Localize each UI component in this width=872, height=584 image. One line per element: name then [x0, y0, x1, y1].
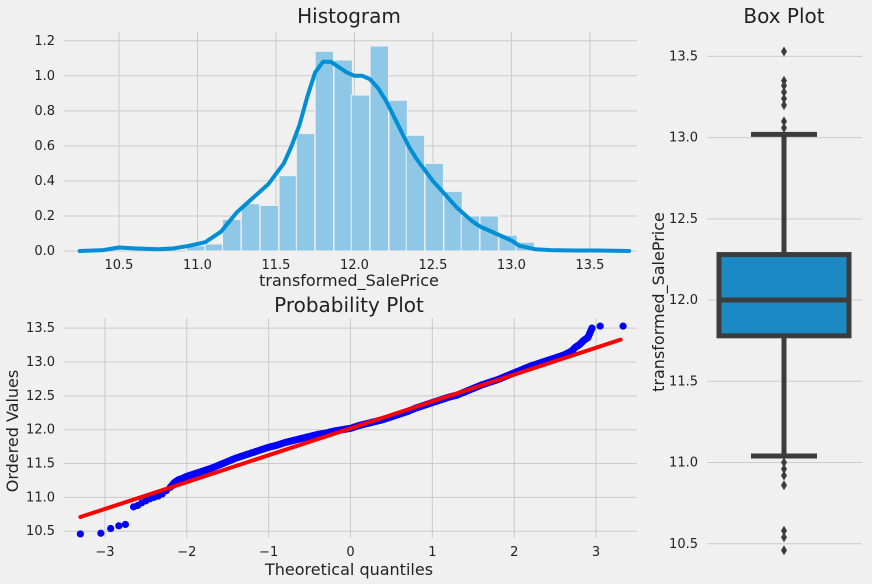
boxplot-ytick-label: 11.0	[669, 456, 698, 471]
histogram-bar	[369, 45, 389, 252]
histogram-bar	[405, 134, 426, 252]
probability-plot-point	[619, 322, 627, 330]
histogram-kde-line	[77, 59, 632, 253]
histogram-xtick-label: 13.5	[575, 258, 604, 273]
boxplot-ytick-label: 13.5	[669, 49, 698, 64]
probability-plot-ytick-label: 10.5	[26, 524, 55, 539]
histogram-xtick-label: 10.5	[104, 258, 133, 273]
histogram-axes: Histogram transformed_SalePrice 10.5 11.0…	[34, 4, 637, 291]
boxplot-axes: Box Plot transformed_SalePrice 10.5 11.0 1…	[649, 4, 862, 556]
probability-plot-ytick-label: 12.5	[26, 389, 55, 404]
probability-plot-xlabel: Theoretical quantiles	[264, 560, 433, 579]
boxplot-ytick-label: 10.5	[669, 537, 698, 552]
boxplot-outlier	[781, 532, 787, 543]
boxplot-outlier	[781, 470, 787, 481]
boxplot-ytick-label: 11.5	[669, 374, 698, 389]
boxplot-outlier	[781, 75, 787, 86]
probability-plot-point	[115, 522, 123, 530]
probability-plot-axes: Probability Plot Theoretical quantiles O…	[3, 293, 637, 579]
boxplot-ytick-label: 13.0	[669, 131, 698, 146]
probability-plot-title: Probability Plot	[274, 293, 424, 317]
probability-plot-xtick-label: 1	[428, 545, 436, 560]
probability-plot-xtick-label: −3	[95, 545, 114, 560]
probability-plot-ytick-label: 13.0	[26, 355, 55, 370]
histogram-bar	[295, 133, 316, 252]
histogram-bar	[278, 175, 298, 252]
probability-plot-ytick-label: 11.5	[26, 457, 55, 472]
probability-plot-point	[97, 529, 105, 537]
histogram-xtick-label: 13.0	[497, 258, 526, 273]
probability-plot-xtick-label: 0	[346, 545, 354, 560]
boxplot-outlier	[781, 87, 787, 98]
boxplot-title: Box Plot	[743, 4, 824, 28]
probability-plot-point	[107, 524, 115, 533]
boxplot-outlier	[781, 545, 787, 556]
boxplot-outlier	[781, 480, 787, 491]
probability-plot-point	[596, 322, 604, 330]
probability-plot-point	[76, 530, 84, 538]
histogram-xtick-label: 11.0	[183, 258, 212, 273]
probability-plot-point	[121, 520, 129, 529]
probability-plot-ytick-label: 11.0	[26, 490, 55, 505]
boxplot-outlier	[781, 116, 787, 127]
histogram-xlabel: transformed_SalePrice	[259, 271, 439, 291]
histogram-xtick-label: 11.5	[261, 258, 290, 273]
boxplot-outlier	[781, 93, 787, 104]
probability-plot-point	[588, 324, 596, 332]
probability-plot-xtick-label: −1	[259, 545, 278, 560]
histogram-ytick-label: 1.2	[34, 34, 55, 49]
probability-plot-ytick-label: 12.0	[26, 423, 55, 438]
histogram-xtick-label: 12.5	[418, 258, 447, 273]
histogram-bar	[314, 50, 335, 252]
probability-plot-ytick-label: 13.5	[26, 321, 55, 336]
boxplot-outlier	[781, 122, 787, 133]
boxplot-ytick-label: 12.0	[669, 293, 698, 308]
histogram-bar	[350, 94, 371, 252]
histogram-bar	[259, 204, 280, 252]
histogram-ytick-label: 0.4	[34, 174, 55, 189]
histogram-bar	[443, 190, 463, 252]
probability-plot-fit-line	[78, 337, 623, 520]
histogram-ytick-label: 0.0	[34, 244, 55, 259]
histogram-ytick-label: 0.6	[34, 139, 55, 154]
boxplot-box	[716, 252, 852, 339]
boxplot-outlier	[781, 100, 787, 111]
histogram-xtick-label: 12.0	[340, 258, 369, 273]
probability-plot-xtick-label: 2	[510, 545, 518, 560]
probability-plot-xtick-label: −2	[177, 545, 196, 560]
boxplot-outlier	[781, 525, 787, 536]
histogram-ytick-label: 0.8	[34, 104, 55, 119]
boxplot-outlier	[781, 46, 787, 57]
boxplot-outlier	[781, 464, 787, 475]
boxplot-ytick-label: 12.5	[669, 212, 698, 227]
histogram-bar	[204, 243, 225, 252]
probability-plot-xtick-label: 3	[592, 545, 600, 560]
boxplot-ylabel: transformed_SalePrice	[649, 212, 669, 392]
boxplot-outlier	[781, 457, 787, 468]
histogram-title: Histogram	[297, 4, 401, 28]
histogram-ytick-label: 1.0	[34, 69, 55, 84]
histogram-bar	[333, 59, 353, 252]
histogram-bar	[240, 203, 261, 252]
probability-plot-ylabel: Ordered Values	[3, 370, 22, 492]
histogram-ytick-label: 0.2	[34, 209, 55, 224]
